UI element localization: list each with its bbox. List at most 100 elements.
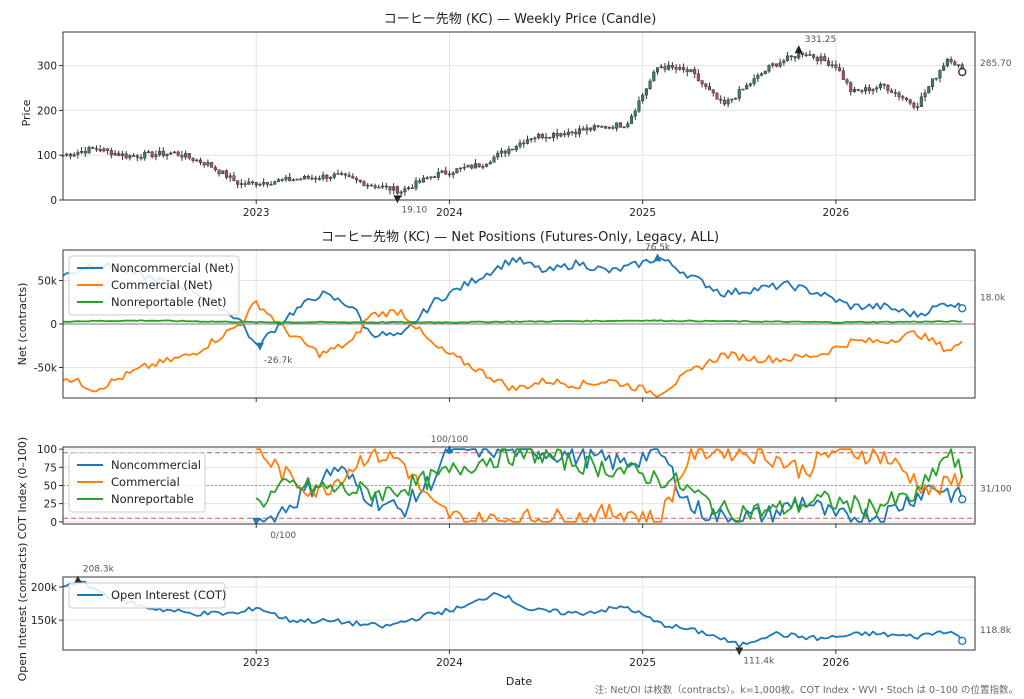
candle — [767, 65, 771, 72]
oi-max-marker — [73, 575, 82, 584]
candle — [537, 134, 541, 139]
candle — [849, 82, 853, 92]
price-x-tick: 2026 — [823, 207, 850, 219]
candle — [68, 153, 72, 157]
candle — [340, 173, 344, 175]
cot-legend-label: Noncommercial — [111, 458, 201, 472]
candle — [808, 54, 812, 56]
candle — [288, 176, 292, 182]
series-line — [255, 448, 964, 522]
candle — [644, 88, 648, 96]
cot-legend-box — [68, 452, 206, 513]
series-line — [62, 300, 963, 398]
candle — [425, 177, 429, 180]
candle — [678, 67, 682, 70]
candle — [789, 55, 793, 58]
oi-x-tick: 2024 — [436, 657, 463, 669]
net-max-label: 76.5k — [645, 243, 671, 253]
candle — [719, 98, 723, 101]
cot-min-marker — [252, 517, 261, 526]
candle — [581, 128, 585, 131]
footer-note: 注: Net/OI は枚数（contracts）。k=1,000枚。COT In… — [595, 684, 1018, 696]
price-last-marker — [958, 67, 967, 77]
candle — [693, 69, 697, 75]
candle — [184, 153, 188, 158]
candle — [901, 96, 905, 99]
candle — [826, 60, 831, 66]
candle — [265, 182, 269, 185]
net-max-marker — [653, 253, 662, 262]
candle — [734, 97, 738, 100]
candle — [748, 83, 752, 86]
cot-last-label: 31/100 — [980, 484, 1012, 494]
candle — [462, 166, 466, 169]
candle — [555, 132, 559, 137]
net-legend: Noncommercial (Net) Commercial (Net) Non… — [68, 255, 240, 316]
cot-panel: COT Index (0–100) 100/100 0/100 31/100 0… — [16, 435, 1012, 541]
candle — [210, 162, 214, 168]
candle — [213, 167, 217, 171]
candle — [511, 148, 515, 151]
candle — [176, 151, 180, 156]
candle — [295, 178, 299, 181]
net-panel: コーヒー先物 (KC) — Net Positions (Futures-Onl… — [16, 230, 1006, 402]
candle — [102, 148, 106, 152]
candle — [782, 60, 786, 64]
candle — [607, 126, 611, 129]
candle — [410, 187, 414, 190]
candle — [347, 174, 351, 177]
candle — [351, 176, 355, 179]
net-legend-label: Commercial (Net) — [111, 278, 213, 292]
candle — [198, 159, 203, 163]
candle — [566, 131, 570, 136]
price-x-tick: 2023 — [243, 207, 270, 219]
candle — [217, 169, 221, 175]
candle — [172, 151, 177, 154]
candle — [533, 137, 537, 140]
candle — [882, 83, 886, 86]
candle — [221, 170, 225, 175]
candle — [373, 185, 377, 188]
candle — [451, 172, 455, 175]
candle — [310, 177, 314, 180]
oi-last-label: 118.8k — [980, 626, 1012, 636]
net-annotations: 76.5k -26.7k 18.0k — [255, 243, 1006, 366]
candle — [611, 126, 615, 129]
net-y-ticks: 50k 0 -50k — [34, 275, 58, 374]
oi-annotations: 208.3k 111.4k 118.8k — [73, 565, 1012, 666]
price-grid — [59, 32, 975, 204]
candle — [819, 56, 823, 62]
candle — [395, 186, 399, 194]
candle — [72, 154, 76, 157]
series-line — [62, 319, 963, 324]
candle — [912, 102, 916, 108]
net-legend-label: Nonreportable (Net) — [111, 295, 226, 309]
net-last-label: 18.0k — [980, 293, 1006, 303]
candle — [730, 98, 734, 101]
oi-series — [62, 578, 963, 649]
candle — [362, 181, 366, 187]
candle — [206, 162, 210, 166]
candle — [169, 152, 173, 155]
candle — [689, 69, 693, 73]
price-min-marker — [393, 195, 402, 204]
oi-legend-box — [68, 582, 226, 609]
candle — [830, 64, 834, 66]
candle — [726, 99, 730, 105]
candle — [236, 180, 240, 185]
candle — [195, 159, 199, 162]
candle — [648, 80, 652, 90]
candle — [752, 78, 756, 85]
candle — [841, 70, 845, 80]
oi-panel: Open Interest (contracts) 208.3k 111.4k … — [16, 543, 1012, 688]
candle — [637, 100, 641, 112]
candle — [919, 96, 923, 108]
candle — [154, 154, 158, 158]
price-title: コーヒー先物 (KC) — Weekly Price (Candle) — [384, 12, 657, 27]
cot-y-tick: 75 — [44, 462, 57, 474]
candle — [544, 136, 548, 139]
cot-axes-frame — [62, 446, 976, 525]
candle — [187, 153, 191, 159]
candle — [774, 63, 778, 67]
net-min-marker — [255, 342, 264, 351]
